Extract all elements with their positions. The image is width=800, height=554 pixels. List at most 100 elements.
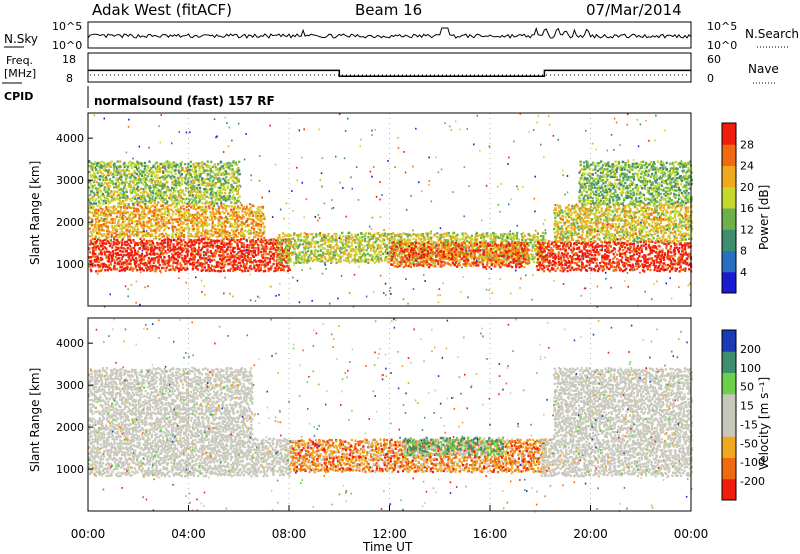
heatmap-cell <box>572 246 575 249</box>
heatmap-cell <box>501 255 504 258</box>
heatmap-cell <box>233 246 236 250</box>
heatmap-cell <box>500 233 503 236</box>
heatmap-cell <box>388 257 391 261</box>
heatmap-cell <box>505 258 508 261</box>
heatmap-cell <box>251 222 254 225</box>
heatmap-cell <box>411 262 414 266</box>
heatmap-cell <box>213 269 216 273</box>
heatmap-cell <box>362 252 366 255</box>
heatmap-cell <box>120 189 123 192</box>
heatmap-cell <box>183 207 186 211</box>
heatmap-cell <box>246 259 249 262</box>
heatmap-cell <box>445 241 448 244</box>
heatmap-cell <box>136 231 139 234</box>
heatmap-cell <box>448 263 451 266</box>
heatmap-cell <box>91 218 94 221</box>
heatmap-cell <box>273 259 276 262</box>
heatmap-cell <box>176 254 179 257</box>
heatmap-cell <box>260 241 263 244</box>
heatmap-cell <box>532 236 536 239</box>
heatmap-cell <box>110 259 113 262</box>
heatmap-cell <box>213 254 217 258</box>
heatmap-cell <box>215 216 218 220</box>
heatmap-cell <box>131 221 134 225</box>
heatmap-cell <box>360 248 363 251</box>
heatmap-cell <box>111 221 114 224</box>
heatmap-cell <box>157 180 160 183</box>
heatmap-cell <box>125 217 128 221</box>
heatmap-cell <box>111 218 114 221</box>
heatmap-cell <box>506 253 509 256</box>
heatmap-cell <box>115 176 118 180</box>
heatmap-cell <box>162 186 165 189</box>
heatmap-cell <box>210 233 213 236</box>
heatmap-cell <box>137 228 140 231</box>
heatmap-cell <box>343 252 346 255</box>
heatmap-cell <box>225 195 228 198</box>
heatmap-cell <box>308 254 311 257</box>
heatmap-cell <box>156 209 159 212</box>
heatmap-cell <box>167 227 170 230</box>
heatmap-cell <box>238 261 242 265</box>
heatmap-cell <box>273 252 276 255</box>
heatmap-cell <box>341 241 344 245</box>
heatmap-cell <box>101 193 105 196</box>
heatmap-cell <box>440 245 443 248</box>
heatmap-cell <box>308 244 311 248</box>
heatmap-cell <box>406 235 409 238</box>
heatmap-cell <box>555 241 558 244</box>
heatmap-cell <box>275 250 278 253</box>
heatmap-cell <box>148 207 152 210</box>
heatmap-cell <box>209 215 212 218</box>
heatmap-cell <box>543 266 546 269</box>
heatmap-cell <box>418 263 421 266</box>
heatmap-cell <box>101 242 104 245</box>
heatmap-cell <box>142 258 145 261</box>
heatmap-cell <box>467 245 470 248</box>
heatmap-cell <box>398 244 401 247</box>
heatmap-cell <box>280 247 283 250</box>
heatmap-cell <box>140 205 143 209</box>
heatmap-cell <box>166 194 169 197</box>
heatmap-cell <box>506 264 509 267</box>
heatmap-cell <box>104 225 107 228</box>
heatmap-cell <box>466 251 469 255</box>
heatmap-cell <box>440 236 443 239</box>
heatmap-cell <box>273 269 276 273</box>
heatmap-cell <box>184 176 187 180</box>
heatmap-cell <box>143 207 146 211</box>
heatmap-cell <box>296 235 300 239</box>
heatmap-cell <box>135 168 139 171</box>
heatmap-cell <box>179 188 182 191</box>
heatmap-cell <box>205 224 209 227</box>
heatmap-cell <box>410 249 413 252</box>
heatmap-cell <box>180 176 183 180</box>
heatmap-cell <box>265 245 268 248</box>
heatmap-cell <box>182 229 185 232</box>
heatmap-cell <box>89 243 92 246</box>
heatmap-cell <box>90 235 93 238</box>
heatmap-cell <box>237 214 240 217</box>
heatmap-cell <box>298 251 301 254</box>
heatmap-cell <box>149 201 152 205</box>
heatmap-cell <box>210 229 213 233</box>
heatmap-cell <box>110 218 113 221</box>
heatmap-cell <box>219 196 222 200</box>
heatmap-cell <box>96 263 99 267</box>
heatmap-cell <box>369 247 373 250</box>
heatmap-cell <box>492 262 495 265</box>
heatmap-cell <box>101 234 104 238</box>
heatmap-cell <box>216 247 219 250</box>
heatmap-cell <box>162 266 165 270</box>
heatmap-cell <box>522 260 525 263</box>
heatmap-cell <box>543 246 546 249</box>
heatmap-cell <box>251 243 254 247</box>
heatmap-cell <box>137 233 140 236</box>
heatmap-cell <box>490 234 493 237</box>
heatmap-cell <box>242 237 245 240</box>
heatmap-cell <box>286 261 289 264</box>
heatmap-cell <box>139 169 142 172</box>
heatmap-cell <box>110 196 114 199</box>
heatmap-cell <box>223 173 226 176</box>
heatmap-cell <box>124 180 127 183</box>
